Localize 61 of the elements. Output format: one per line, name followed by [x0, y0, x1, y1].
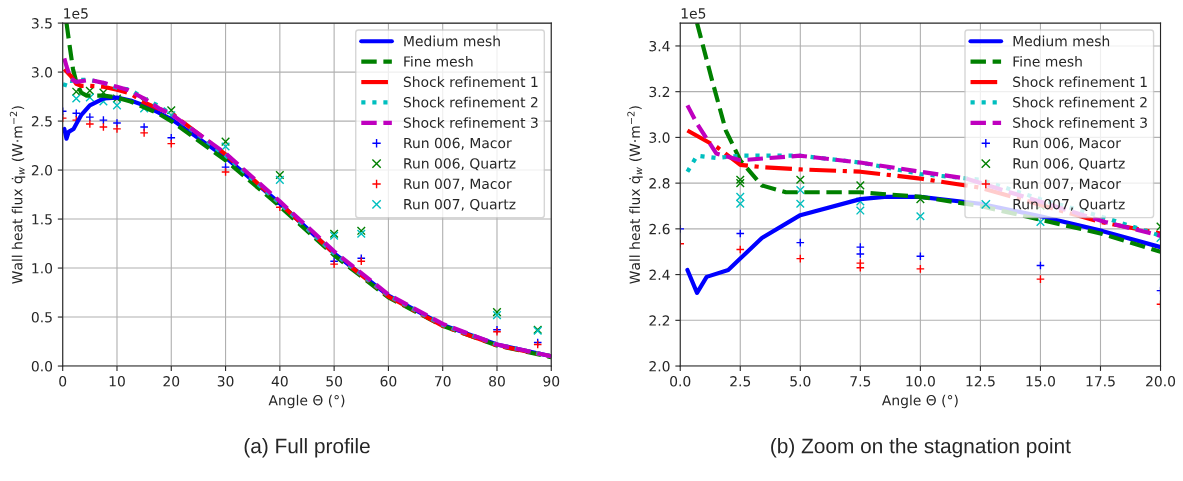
x-tick-label: 30: [217, 376, 234, 387]
x-tick-label: 50: [326, 376, 343, 387]
x-axis-title: Angle Θ (°): [881, 394, 958, 409]
legend-label: Fine mesh: [1013, 55, 1082, 67]
y-tick-label: 2.4: [649, 269, 670, 280]
y-tick-label: 1.0: [32, 263, 53, 274]
y-tick-label: 2.0: [649, 361, 670, 372]
legend-label: Medium mesh: [404, 35, 500, 47]
x-tick-label: 80: [489, 376, 505, 387]
legend-label: Shock refinement 3: [1013, 117, 1147, 128]
legend-label: Run 007, Quartz: [404, 198, 516, 212]
legend-label: Run 007, Quartz: [1013, 198, 1125, 212]
legend-label: Shock refinement 1: [1013, 76, 1147, 88]
legend-label: Run 006, Macor: [404, 137, 512, 150]
text: 1e5: [64, 8, 88, 19]
y-tick-label: 3.0: [649, 132, 670, 143]
x-tick-label: 20.0: [1146, 376, 1176, 387]
legend-label: Run 006, Quartz: [404, 158, 516, 171]
x-tick-label: 12.5: [966, 376, 995, 387]
legend-label: Medium mesh: [1013, 35, 1110, 47]
text: (b) Zoom on the stagnation point: [771, 438, 1071, 458]
text: 1e5: [681, 8, 706, 19]
x-tick-label: 20: [163, 376, 180, 387]
legend-label: Fine mesh: [404, 55, 473, 67]
y-axis-title: Wall heat flux q̇$_{w}$ (W·m$^{−2}$): [627, 106, 643, 284]
x-tick-label: 10: [109, 376, 125, 387]
y-tick-label: 3.5: [31, 18, 52, 29]
x-axis-title: Angle Θ (°): [268, 394, 345, 409]
x-tick-label: 10.0: [906, 376, 935, 387]
y-tick-label: 2.2: [649, 315, 670, 326]
y-axis-title: Wall heat flux q̇$_{w}$ (W·m$^{−2}$): [9, 106, 26, 284]
y-tick-label: 2.0: [31, 165, 53, 176]
legend-label: Shock refinement 1: [403, 76, 538, 88]
y-tick-label: 2.5: [31, 116, 52, 127]
legend-label: Run 007, Macor: [404, 178, 512, 191]
x-tick-label: 0: [59, 376, 67, 387]
x-tick-label: 2.5: [730, 376, 751, 387]
y-tick-label: 1.5: [32, 214, 52, 225]
x-tick-label: 15.0: [1026, 376, 1055, 387]
y-tick-label: 2.8: [649, 178, 670, 189]
x-tick-label: 60: [380, 376, 397, 387]
legend-label: Run 006, Macor: [1013, 137, 1121, 150]
legend-label: Run 007, Macor: [1013, 178, 1121, 191]
y-tick-label: 2.6: [649, 223, 670, 235]
x-tick-label: 70: [435, 376, 451, 387]
legend-label: Shock refinement 3: [403, 117, 538, 128]
x-tick-label: 40: [271, 376, 288, 387]
legend-label: Shock refinement 2: [403, 96, 538, 108]
x-tick-label: 7.5: [850, 376, 871, 387]
y-tick-label: 0.0: [31, 361, 53, 372]
y-tick-label: 3.4: [649, 40, 670, 52]
y-tick-label: 0.5: [31, 312, 52, 323]
text: (a) Full profile: [244, 438, 370, 458]
y-tick-label: 3.2: [649, 86, 670, 98]
legend-label: Run 006, Quartz: [1013, 158, 1125, 171]
x-tick-label: 5.0: [790, 376, 811, 387]
x-tick-label: 0.0: [670, 376, 691, 387]
x-tick-label: 90: [543, 376, 560, 387]
x-tick-label: 17.5: [1086, 376, 1115, 387]
y-tick-label: 3.0: [31, 67, 53, 78]
legend-label: Shock refinement 2: [1013, 96, 1147, 108]
